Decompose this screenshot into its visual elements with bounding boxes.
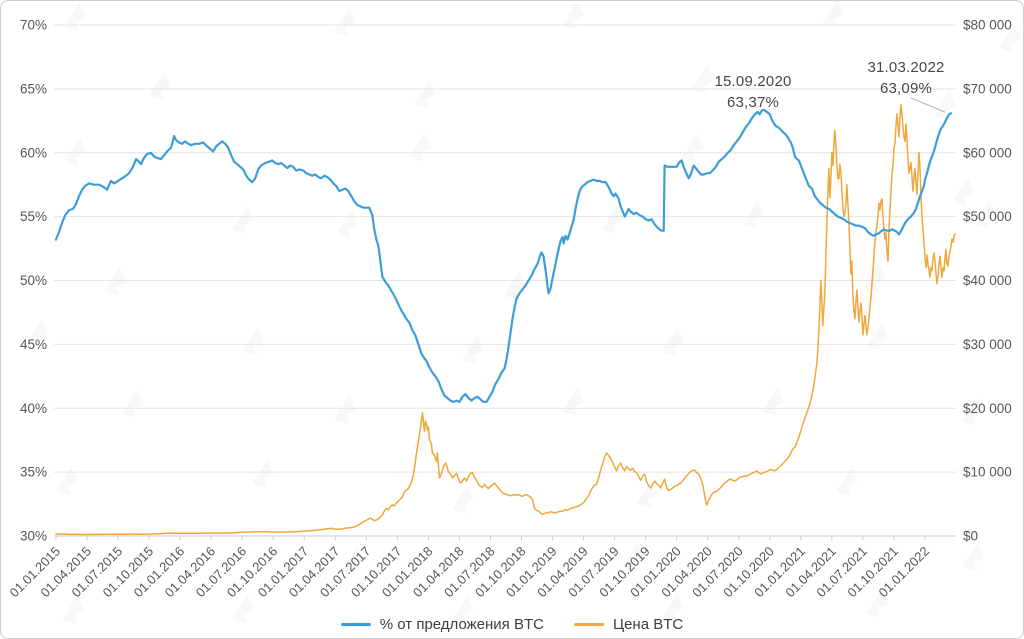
watermark-logo-icon <box>342 547 364 576</box>
watermark-logo-icon <box>232 595 254 624</box>
watermark-logo-icon <box>999 24 1021 53</box>
watermark-logo-icon <box>64 137 86 166</box>
chart-legend: % от предложения BTC Цена BTC <box>1 616 1023 633</box>
watermark-logo-icon <box>866 589 888 618</box>
watermark-logo-icon <box>864 264 886 293</box>
watermark-logo-icon <box>452 485 474 514</box>
y-left-tick-label: 30% <box>20 529 47 544</box>
annotation-date: 15.09.2020 <box>714 73 792 90</box>
y-right-tick-label: $0 <box>963 529 978 544</box>
watermark-logo-icon <box>462 335 484 364</box>
watermark-logo-icon <box>682 133 704 162</box>
watermark-logo-icon <box>232 205 254 234</box>
watermark-logo-icon <box>662 327 684 356</box>
y-left-tick-label: 55% <box>20 209 47 224</box>
supply-series-line <box>54 108 953 403</box>
watermark-logo-icon <box>692 65 714 94</box>
y-axis-right-labels: $80 000 $70 000 $60 000 $50 000 $40 000 $30 0… <box>963 18 1012 544</box>
watermark-logo-icon <box>62 595 84 624</box>
watermark-logo-icon <box>414 79 436 108</box>
legend-item-supply: % от предложения BTC <box>340 616 544 633</box>
watermark-logo-icon <box>409 133 431 162</box>
annotation-value: 63,09% <box>879 80 933 97</box>
watermark-logo-icon <box>562 1 584 30</box>
watermark-logo-icon <box>334 395 356 424</box>
legend-line-supply-icon <box>340 623 371 626</box>
legend-label-supply: % от предложения BTC <box>379 616 544 633</box>
watermark-logo-icon <box>242 327 264 356</box>
watermark-logo-icon <box>742 200 764 229</box>
y-right-tick-label: $50 000 <box>963 209 1012 224</box>
watermark-logo-icon <box>962 542 984 571</box>
y-right-tick-label: $70 000 <box>963 81 1012 96</box>
y-left-tick-label: 70% <box>20 18 47 33</box>
x-axis-ticks <box>55 536 926 541</box>
x-axis-labels: 01.01.201501.04.201501.07.201501.10.2015… <box>6 544 932 601</box>
watermark-logo-icon <box>252 459 274 488</box>
watermark-logo-icon <box>504 271 526 300</box>
gridlines <box>54 24 956 537</box>
watermark-logo-icon <box>104 267 126 296</box>
y-left-tick-label: 35% <box>20 465 47 480</box>
watermark-logo-icon <box>866 322 888 351</box>
annotation-date: 31.03.2022 <box>867 59 945 76</box>
annotation-connector-line <box>910 97 946 113</box>
legend-line-price-icon <box>573 623 604 626</box>
y-axis-left-labels: 70% 65% 60% 55% 50% 45% 40% 35% 30% <box>20 18 47 544</box>
watermark-logo-icon <box>334 7 356 36</box>
watermark-logo-icon <box>132 542 154 571</box>
y-left-tick-label: 65% <box>20 81 47 96</box>
legend-item-price: Цена BTC <box>573 616 684 633</box>
y-right-tick-label: $80 000 <box>963 18 1012 33</box>
y-right-tick-label: $30 000 <box>963 337 1012 352</box>
watermark-logo-icon <box>962 397 984 426</box>
y-left-tick-label: 45% <box>20 337 47 352</box>
y-left-tick-label: 60% <box>20 145 47 160</box>
y-right-tick-label: $40 000 <box>963 273 1012 288</box>
watermark-logo-icon <box>622 542 644 571</box>
watermark-logo-icon <box>562 387 584 416</box>
watermark-logo-icon <box>26 319 48 348</box>
legend-label-price: Цена BTC <box>612 616 684 633</box>
watermark-logo-icon <box>56 467 78 496</box>
annotation-2020-peak: 15.09.2020 63,37% <box>683 71 823 113</box>
y-left-tick-label: 40% <box>20 401 47 416</box>
y-right-tick-label: $60 000 <box>963 145 1012 160</box>
annotation-value: 63,37% <box>726 94 780 111</box>
watermark-logo-icon <box>122 389 144 418</box>
watermark-logo-icon <box>822 1 844 28</box>
watermark-logo-icon <box>602 205 624 234</box>
watermark-logo-icon <box>974 199 996 228</box>
watermark-logo-icon <box>836 467 858 496</box>
watermark-logo-icon <box>336 209 358 238</box>
watermark-logo-icon <box>662 593 684 622</box>
watermark-layer <box>26 1 1021 624</box>
price-series-line <box>55 104 956 536</box>
watermark-logo-icon <box>952 177 974 206</box>
watermark-logo-icon <box>64 3 86 32</box>
watermark-logo-icon <box>149 71 171 100</box>
y-left-tick-label: 50% <box>20 273 47 288</box>
watermark-logo-icon <box>452 595 474 624</box>
watermark-logo-icon <box>762 387 784 416</box>
annotation-2022-end: 31.03.2022 63,09% <box>836 57 976 99</box>
y-right-tick-label: $10 000 <box>963 465 1012 480</box>
watermark-logo-icon <box>934 91 956 120</box>
y-right-tick-label: $20 000 <box>963 401 1012 416</box>
